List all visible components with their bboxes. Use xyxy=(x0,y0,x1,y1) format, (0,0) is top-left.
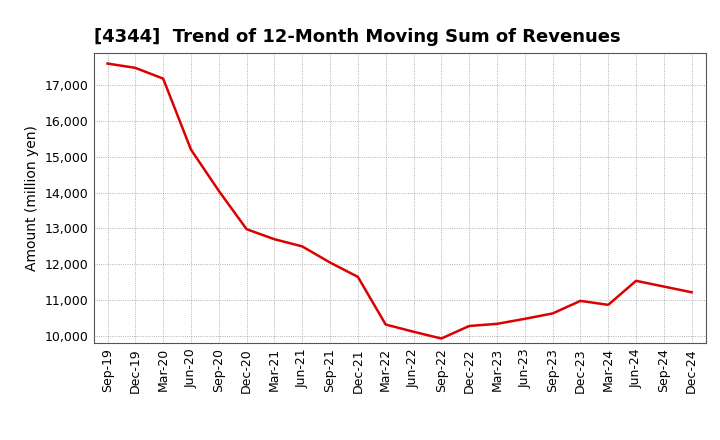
Text: [4344]  Trend of 12-Month Moving Sum of Revenues: [4344] Trend of 12-Month Moving Sum of R… xyxy=(94,28,620,46)
Y-axis label: Amount (million yen): Amount (million yen) xyxy=(25,125,40,271)
